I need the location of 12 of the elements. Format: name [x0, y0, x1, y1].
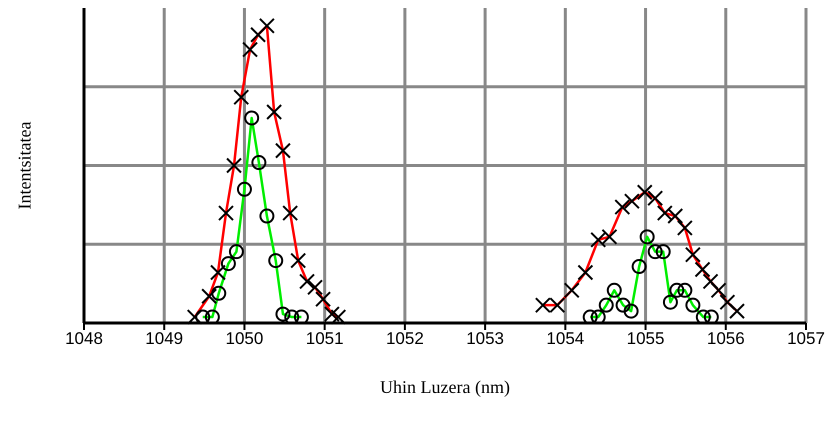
x-tick-label: 1051: [306, 329, 344, 348]
x-tick-label: 1053: [466, 329, 504, 348]
x-tick-label: 1054: [546, 329, 584, 348]
x-tick-label: 1056: [706, 329, 745, 348]
x-axis-title: Uhin Luzera (nm): [380, 377, 510, 397]
y-axis-title: Intentsitatea: [14, 122, 34, 210]
x-tick-label: 1050: [226, 329, 264, 348]
x-tick-label: 1048: [65, 329, 103, 348]
x-tick-label: 1055: [626, 329, 664, 348]
x-tick-label: 1052: [386, 329, 424, 348]
x-tick-label: 1057: [787, 329, 825, 348]
x-tick-label: 1049: [145, 329, 184, 348]
